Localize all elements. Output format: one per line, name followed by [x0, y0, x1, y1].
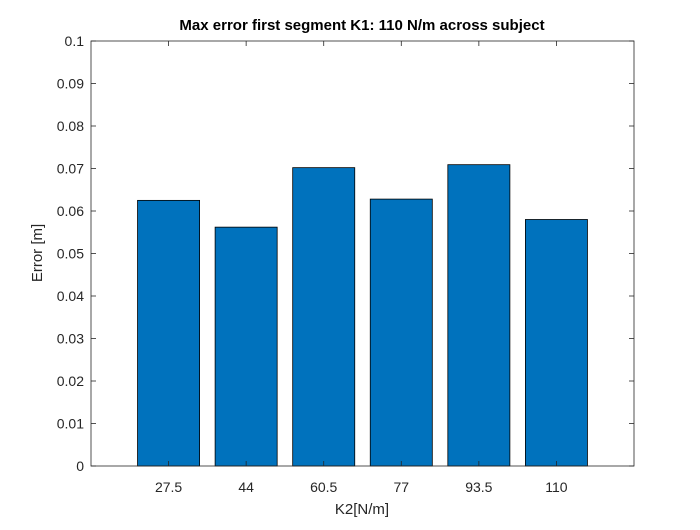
- y-tick-label: 0.1: [65, 33, 85, 49]
- y-tick-label: 0.08: [57, 118, 84, 134]
- bar-44: [214, 226, 278, 467]
- y-tick-label: 0.01: [57, 416, 84, 432]
- y-ticks-group: 0 0.01 0.02 0.03 0.04 0.05 0.06 0.07 0.08 0.09 0.1: [57, 33, 634, 474]
- y-tick-label: 0: [76, 458, 84, 474]
- bars-group: [137, 164, 588, 467]
- x-tick-label: 44: [238, 479, 254, 495]
- bar-27.5: [137, 199, 201, 467]
- y-tick-label: 0.02: [57, 373, 84, 389]
- y-tick-label: 0.07: [57, 161, 84, 177]
- bar-77: [369, 198, 433, 467]
- chart-title: Max error first segment K1: 110 N/m acro…: [179, 17, 544, 34]
- x-axis-label: K2[N/m]: [335, 501, 389, 518]
- x-tick-label: 60.5: [310, 479, 337, 495]
- y-tick-label: 0.03: [57, 331, 84, 347]
- x-ticks-group: 27.5 44 60.5 77 93.5 110: [155, 41, 568, 495]
- y-tick-label: 0.05: [57, 246, 84, 262]
- bar-93.5: [447, 164, 511, 467]
- x-tick-label: 93.5: [465, 479, 492, 495]
- x-tick-label: 110: [545, 479, 568, 495]
- bar-60.5: [292, 167, 356, 467]
- y-tick-label: 0.04: [57, 288, 84, 304]
- y-tick-label: 0.06: [57, 203, 84, 219]
- bar-110: [525, 219, 588, 467]
- x-tick-label: 27.5: [155, 479, 182, 495]
- y-axis-label: Error [m]: [29, 224, 46, 282]
- x-tick-label: 77: [393, 479, 409, 495]
- y-tick-label: 0.09: [57, 76, 84, 92]
